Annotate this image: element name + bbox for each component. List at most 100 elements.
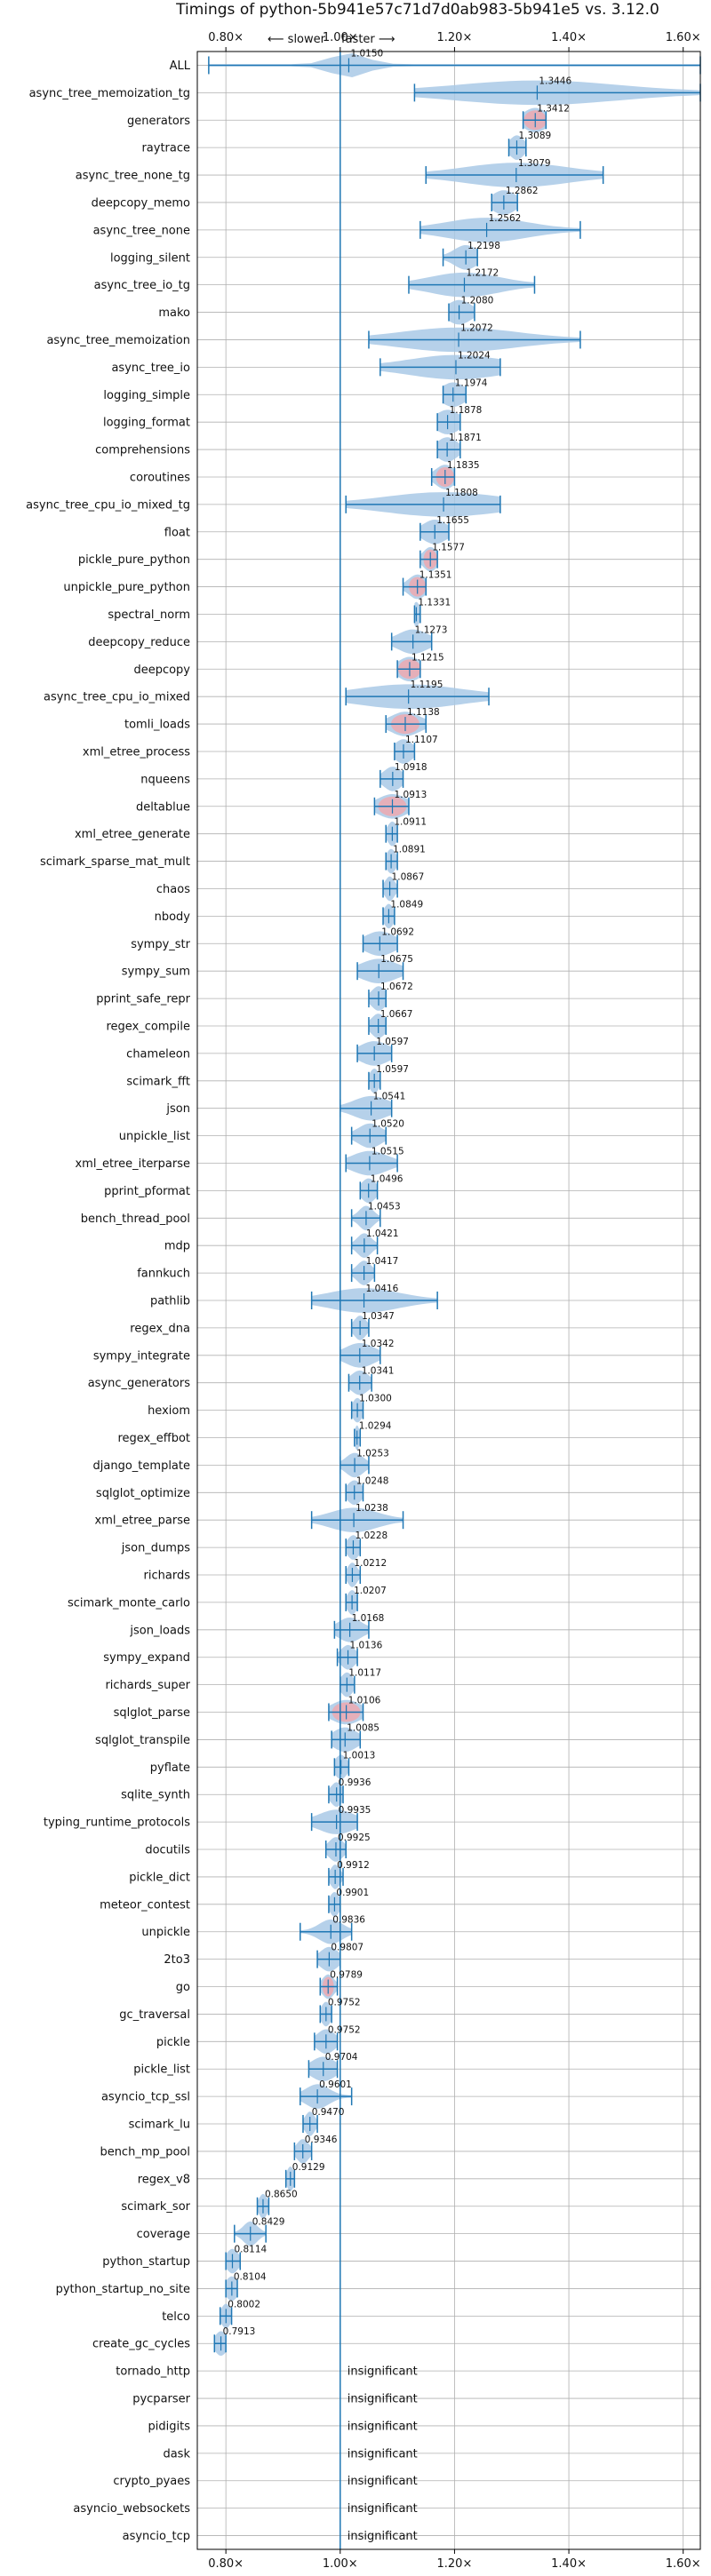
x-axis-ticks: 0.80× 0.80× 1.00× 1.00× 1.20× 1.20× 1.40× 1.40×… [208,31,700,2571]
value-label: 1.3446 [539,76,571,86]
value-label: 0.9912 [337,1860,370,1871]
value-label: 1.0911 [394,817,427,828]
benchmark-label: async_tree_memoization [46,334,190,347]
value-label: 1.0520 [371,1119,404,1130]
value-label: 0.9752 [328,1997,361,2008]
benchmark-label: raytrace [141,142,190,155]
benchmark-label: logging_format [103,417,190,430]
benchmark-label: mako [158,306,190,320]
x-tick-label-bottom: 1.20× [437,2557,473,2571]
value-label: 0.8429 [252,2217,285,2228]
value-label: 1.1351 [419,570,452,581]
benchmark-label: pickle [156,2036,190,2049]
x-tick-label-top: 1.20× [437,31,473,44]
value-label: 1.0168 [352,1613,385,1624]
value-label: 0.8650 [265,2190,298,2200]
benchmark-label: richards_super [105,1679,190,1692]
insignificant-label: insignificant [348,2393,418,2406]
benchmark-label: regex_v8 [138,2173,190,2186]
value-label: 1.0347 [362,1311,395,1322]
benchmark-label: sympy_expand [103,1651,190,1665]
value-label: 1.0891 [393,845,426,855]
value-label: 0.9901 [336,1888,369,1898]
benchmark-label: hexiom [148,1404,190,1418]
benchmark-label: asyncio_tcp [123,2530,190,2543]
benchmark-label: asyncio_tcp_ssl [101,2091,190,2104]
value-label: 1.1577 [432,543,465,553]
x-tick-label-bottom: 1.60× [666,2557,701,2571]
value-label: 0.7913 [223,2326,256,2337]
insignificant-label: insignificant [348,2447,418,2461]
benchmark-label: sympy_str [131,938,190,951]
value-label: 1.0918 [395,762,427,773]
benchmark-label: json [165,1102,190,1116]
benchmark-label: xml_etree_generate [75,828,190,841]
value-label: 1.1273 [415,624,448,635]
benchmark-label: xml_etree_iterparse [75,1157,190,1171]
benchmark-label: coroutines [130,471,190,484]
value-label: 1.0849 [390,899,423,910]
value-label: 0.9935 [339,1805,371,1816]
value-label: 0.8114 [234,2245,267,2255]
value-label: 1.0300 [359,1394,392,1404]
benchmark-label: sqlglot_optimize [96,1487,190,1500]
x-tick-label-top: 1.60× [666,31,701,44]
value-label: 1.0238 [356,1503,388,1514]
value-label: 1.0342 [362,1339,395,1349]
value-label: 0.9601 [319,2079,352,2090]
value-label: 1.1974 [455,378,488,388]
benchmark-label: tomli_loads [124,719,190,732]
value-label: 0.9129 [292,2162,325,2173]
value-label: 1.0421 [366,1228,399,1239]
benchmark-label: ALL [170,60,191,73]
value-label: 1.0136 [350,1641,383,1651]
benchmark-label: bench_mp_pool [100,2145,190,2159]
benchmark-label: dask [163,2447,190,2461]
benchmark-label: nqueens [140,773,190,786]
benchmark-label: async_tree_none_tg [76,170,190,183]
benchmark-label: asyncio_websockets [73,2502,190,2516]
chart-title: Timings of python-5b941e57c71d7d0ab983-5… [175,1,659,19]
benchmark-label: nbody [155,910,191,924]
value-label: 1.0207 [354,1586,387,1596]
benchmark-label: python_startup_no_site [56,2283,190,2296]
value-label: 1.0597 [376,1064,409,1075]
value-label: 1.0417 [366,1256,399,1267]
benchmark-label: scimark_sparse_mat_mult [40,855,190,869]
benchmark-label: regex_dna [130,1322,190,1335]
benchmark-label: async_tree_io_tg [94,279,190,292]
x-tick-label-top: 1.00× [323,31,358,44]
value-label: 1.1655 [436,515,469,526]
plot-frame [196,51,701,2550]
benchmark-label: float [164,526,190,539]
value-label: 0.9807 [331,1943,363,1953]
value-label: 1.1808 [445,488,478,498]
benchmark-label: bench_thread_pool [81,1212,190,1226]
value-label: 1.0212 [354,1558,387,1569]
benchmark-label: xml_etree_parse [95,1515,190,1528]
benchmark-label: telco [162,2310,190,2324]
value-labels: 1.0150 1.3446 1.3412 1.3089 1.3079 1.2862 1.25… [223,48,572,2543]
value-label: 1.0150 [350,48,383,59]
value-label: 0.9925 [338,1833,371,1843]
value-label: 0.9752 [328,2024,361,2035]
x-tick-label-bottom: 1.40× [551,2557,587,2571]
value-label: 1.1835 [447,460,480,471]
value-label: 1.1138 [407,707,440,718]
value-label: 1.0453 [368,1201,401,1212]
benchmark-label: fannkuch [137,1268,190,1281]
benchmark-label: pickle_pure_python [78,553,190,567]
benchmark-label: pprint_pformat [104,1185,190,1198]
value-label: 1.0085 [347,1722,379,1733]
value-label: 0.8002 [228,2299,260,2310]
benchmark-label: typing_runtime_protocols [44,1817,190,1830]
value-label: 1.0253 [356,1448,389,1459]
benchmark-label: sqlglot_transpile [95,1734,190,1747]
benchmark-label: sqlglot_parse [114,1706,190,1720]
benchmark-label: go [176,1981,190,1994]
benchmark-label: pickle_list [133,2063,190,2077]
benchmark-label: 2to3 [164,1953,190,1967]
benchmark-label: python_startup [102,2255,190,2269]
value-label: 1.3089 [518,131,551,141]
